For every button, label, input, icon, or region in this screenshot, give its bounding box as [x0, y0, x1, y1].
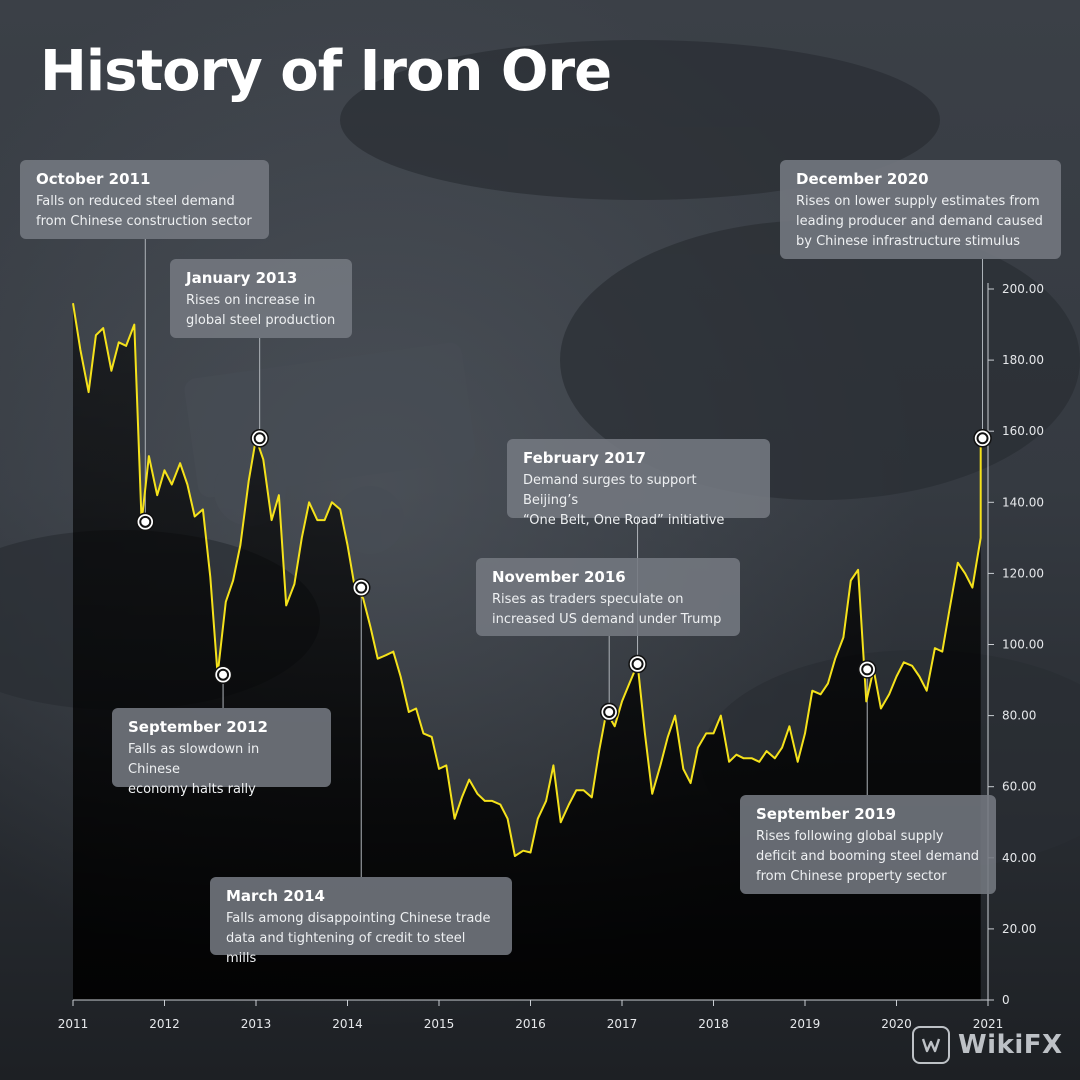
- callout-title: November 2016: [492, 568, 626, 586]
- y-tick-label: 20.00: [1002, 922, 1036, 936]
- callout-october-2011: October 2011 Falls on reduced steel dema…: [20, 160, 269, 239]
- y-tick-label: 40.00: [1002, 851, 1036, 865]
- callout-february-2017: February 2017 Demand surges to support B…: [507, 439, 770, 528]
- x-tick-label: 2015: [424, 1017, 455, 1031]
- watermark-text: WikiFX: [958, 1030, 1063, 1060]
- annotation-markers: [136, 429, 992, 722]
- callout-title: December 2020: [796, 170, 929, 188]
- callout-title: March 2014: [226, 887, 325, 905]
- y-tick-label: 0: [1002, 993, 1010, 1007]
- callout-november-2016: November 2016 Rises as traders speculate…: [476, 558, 740, 636]
- annotation-marker-inner: [139, 515, 152, 528]
- annotation-marker-inner: [253, 432, 266, 445]
- x-tick-label: 2014: [332, 1017, 363, 1031]
- callout-text: Demand surges to support Beijing’s “One …: [523, 473, 725, 528]
- annotation-marker-inner: [217, 668, 230, 681]
- callout-text: Falls on reduced steel demand from Chine…: [36, 194, 252, 229]
- callout-september-2012: September 2012 Falls as slowdown in Chin…: [112, 708, 331, 797]
- annotation-marker-inner: [355, 581, 368, 594]
- x-tick-label: 2017: [607, 1017, 638, 1031]
- wikifx-logo-icon: [912, 1026, 950, 1064]
- callout-text: Falls among disappointing Chinese trade …: [226, 911, 491, 966]
- callout-title: January 2013: [186, 269, 298, 287]
- callout-title: September 2012: [128, 718, 268, 736]
- callout-title: October 2011: [36, 170, 151, 188]
- price-series-line: [72, 303, 982, 857]
- annotation-marker-inner: [976, 432, 989, 445]
- x-tick-label: 2016: [515, 1017, 546, 1031]
- x-tick-label: 2020: [881, 1017, 912, 1031]
- callout-title: February 2017: [523, 449, 646, 467]
- y-tick-label: 100.00: [1002, 638, 1044, 652]
- callout-text: Rises on increase in global steel produc…: [186, 293, 336, 328]
- callout-text: Rises on lower supply estimates from lea…: [796, 194, 1043, 249]
- x-tick-label: 2011: [58, 1017, 89, 1031]
- y-tick-label: 140.00: [1002, 495, 1044, 509]
- chart-axes: 2011 2012 2013 2014 2015 2016 2017 2018 2019 2020…: [58, 282, 1044, 1031]
- annotation-marker-inner: [631, 658, 644, 671]
- x-tick-label: 2018: [698, 1017, 729, 1031]
- callout-september-2019: September 2019 Rises following global su…: [740, 795, 996, 894]
- x-tick-label: 2013: [241, 1017, 272, 1031]
- annotation-marker-inner: [603, 706, 616, 719]
- callout-text: Falls as slowdown in Chinese economy hal…: [128, 742, 260, 797]
- y-tick-label: 180.00: [1002, 353, 1044, 367]
- callout-text: Rises following global supply deficit an…: [756, 829, 980, 884]
- y-tick-label: 160.00: [1002, 424, 1044, 438]
- callout-december-2020: December 2020 Rises on lower supply esti…: [780, 160, 1061, 259]
- callout-text: Rises as traders speculate on increased …: [492, 592, 722, 627]
- y-tick-label: 60.00: [1002, 780, 1036, 794]
- callout-march-2014: March 2014 Falls among disappointing Chi…: [210, 877, 512, 966]
- y-tick-label: 80.00: [1002, 709, 1036, 723]
- watermark: WikiFX: [912, 1022, 1072, 1068]
- y-tick-label: 120.00: [1002, 566, 1044, 580]
- y-tick-label: 200.00: [1002, 282, 1044, 296]
- x-tick-label: 2019: [790, 1017, 821, 1031]
- callout-title: September 2019: [756, 805, 896, 823]
- callout-january-2013: January 2013 Rises on increase in global…: [170, 259, 352, 338]
- annotation-marker-inner: [861, 663, 874, 676]
- page-title: History of Iron Ore: [40, 39, 612, 104]
- x-tick-label: 2021: [973, 1017, 1004, 1031]
- x-tick-label: 2012: [149, 1017, 180, 1031]
